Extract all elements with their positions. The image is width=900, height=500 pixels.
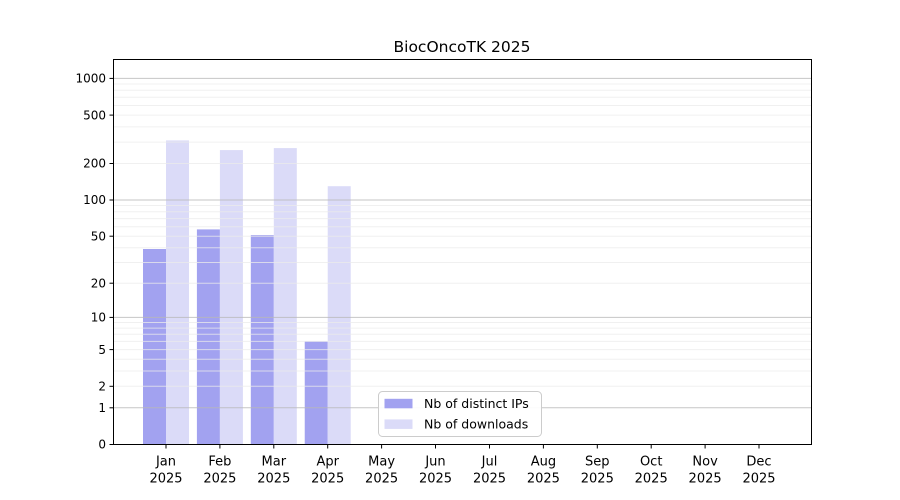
bar-nb-of-downloads-apr-2025 [327,186,351,445]
x-tick-label-feb-2025: Feb 2025 [203,455,236,487]
y-tick-label-1000: 1000 [75,72,106,86]
x-tick-label-aug-2025: Aug 2025 [527,455,560,487]
plot-border [113,59,812,445]
x-tick-label-jun-2025: Jun 2025 [419,455,452,487]
y-tick-label-10: 10 [91,311,106,325]
x-tick-label-jul-2025: Jul 2025 [473,455,506,487]
x-tick-label-apr-2025: Apr 2025 [311,455,344,487]
y-tick-label-20: 20 [91,276,106,290]
bar-nb-of-downloads-mar-2025 [273,148,297,445]
x-tick-label-oct-2025: Oct 2025 [635,455,668,487]
x-tick-label-nov-2025: Nov 2025 [689,455,722,487]
bar-nb-of-downloads-jan-2025 [166,140,189,445]
x-tick-label-sep-2025: Sep 2025 [581,455,614,487]
bar-nb-of-distinct-ips-apr-2025 [304,341,328,445]
bar-nb-of-downloads-feb-2025 [219,150,243,445]
legend-label-nb-of-distinct-ips: Nb of distinct IPs [424,396,529,411]
y-tick-label-200: 200 [83,157,106,171]
y-tick-label-50: 50 [91,229,106,243]
bar-nb-of-distinct-ips-feb-2025 [196,229,220,445]
legend-label-nb-of-downloads: Nb of downloads [424,416,528,431]
x-tick-label-jan-2025: Jan 2025 [149,455,182,487]
y-tick-label-500: 500 [83,108,106,122]
legend-swatch-nb-of-downloads [384,419,413,429]
y-tick-label-100: 100 [83,193,106,207]
legend-box [378,391,542,437]
y-tick-label-2: 2 [98,380,106,394]
y-tick-label-1: 1 [98,401,106,415]
bar-nb-of-distinct-ips-jan-2025 [143,249,166,445]
x-tick-label-may-2025: May 2025 [365,455,398,487]
x-tick-label-dec-2025: Dec 2025 [742,455,775,487]
chart-title: BiocOncoTK 2025 [394,38,531,56]
x-tick-label-mar-2025: Mar 2025 [257,455,290,487]
legend-swatch-nb-of-distinct-ips [384,398,413,409]
y-tick-label-0: 0 [98,438,106,452]
bar-nb-of-distinct-ips-mar-2025 [250,235,274,445]
y-tick-label-5: 5 [98,343,106,357]
